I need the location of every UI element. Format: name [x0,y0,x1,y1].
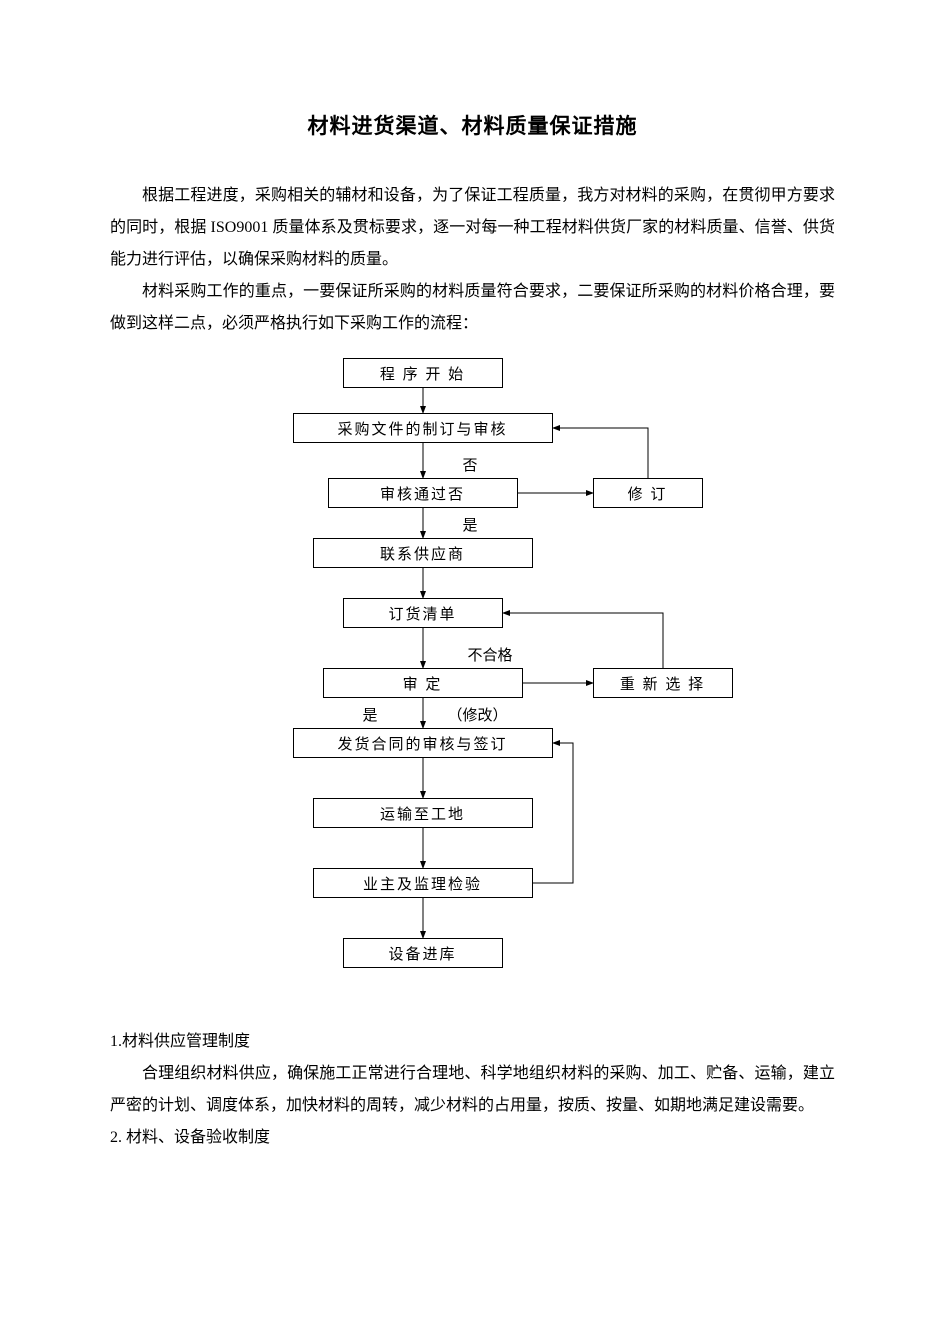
flow-node-ship: 运输至工地 [313,798,533,828]
flow-node-start: 程 序 开 始 [343,358,503,388]
flow-node-verify: 审 定 [323,668,523,698]
section-1-body: 合理组织材料供应，确保施工正常进行合理地、科学地组织材料的采购、加工、贮备、运输… [110,1058,835,1122]
section-1-heading: 1.材料供应管理制度 [110,1026,835,1058]
flowchart: 程 序 开 始采购文件的制订与审核审核通过否 修 订联系供应商订货清单审 定 重 新… [213,358,733,998]
flow-label-fail: 不合格 [468,644,513,665]
flow-node-stock: 设备进库 [343,938,503,968]
flow-node-reselect: 重 新 选 择 [593,668,733,698]
flow-node-supplier: 联系供应商 [313,538,533,568]
flow-node-doc: 采购文件的制订与审核 [293,413,553,443]
section-2-heading: 2. 材料、设备验收制度 [110,1122,835,1154]
flow-node-order: 订货清单 [343,598,503,628]
flow-label-no1: 否 [463,454,478,475]
paragraph-2: 材料采购工作的重点，一要保证所采购的材料质量符合要求，二要保证所采购的材料价格合… [110,276,835,340]
flow-label-modify: （修改） [448,704,508,725]
flow-node-revise: 修 订 [593,478,703,508]
flow-node-contract: 发货合同的审核与签订 [293,728,553,758]
flow-label-yes1: 是 [463,514,478,535]
page-title: 材料进货渠道、材料质量保证措施 [110,110,835,140]
flow-node-inspect: 业主及监理检验 [313,868,533,898]
flow-label-yes2: 是 [363,704,378,725]
flowchart-container: 程 序 开 始采购文件的制订与审核审核通过否 修 订联系供应商订货清单审 定 重 新… [110,358,835,998]
paragraph-1: 根据工程进度，采购相关的辅材和设备，为了保证工程质量，我方对材料的采购，在贯彻甲… [110,180,835,276]
flow-node-audit: 审核通过否 [328,478,518,508]
